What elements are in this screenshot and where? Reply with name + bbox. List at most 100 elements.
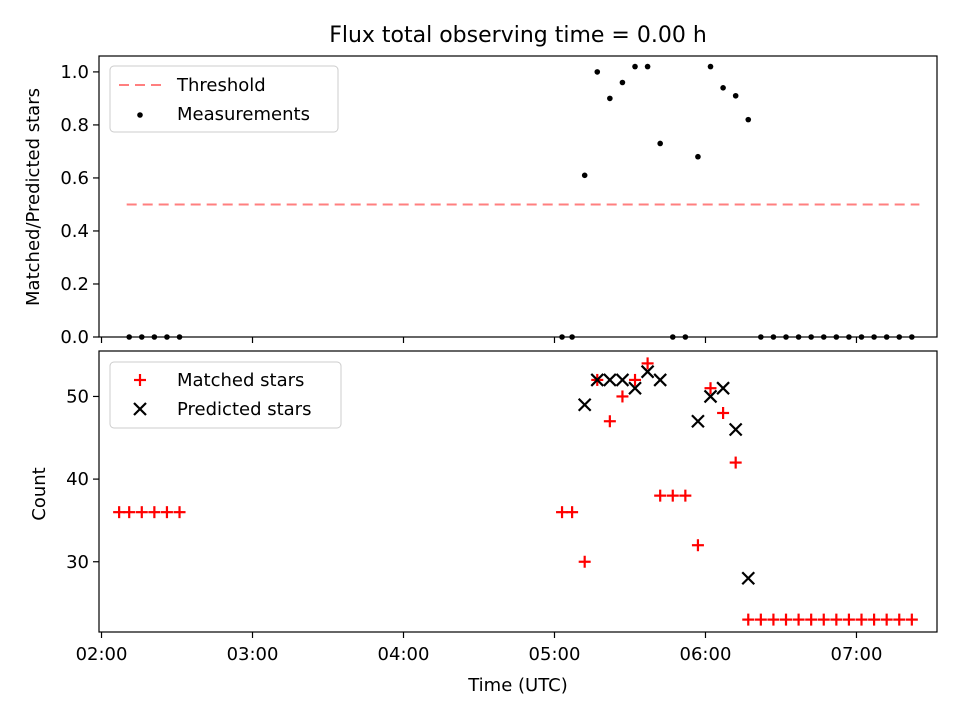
measurement-point <box>909 334 915 340</box>
matched-star-point <box>893 613 906 626</box>
top-legend: Threshold Measurements <box>109 65 339 133</box>
bottom-y-tick-label: 40 <box>66 469 89 490</box>
bottom-y-tick-label: 30 <box>66 552 89 573</box>
legend-matched-label: Matched stars <box>177 370 304 391</box>
matched-star-point <box>805 613 818 626</box>
top-y-axis-label: Matched/Predicted stars <box>23 88 44 306</box>
predicted-star-point <box>691 414 705 429</box>
measurement-point <box>770 334 777 340</box>
measurement-point <box>833 334 840 340</box>
x-tick-label: 05:00 <box>529 644 581 665</box>
top-y-tick-label: 1.0 <box>60 62 89 83</box>
matched-star-point <box>135 506 148 519</box>
top-y-tick-label: 0.2 <box>60 274 89 295</box>
matched-star-point <box>654 489 667 502</box>
predicted-star-point <box>716 381 730 395</box>
matched-star-point <box>566 506 579 519</box>
matched-star-point <box>767 613 780 626</box>
x-tick-label: 03:00 <box>227 644 279 665</box>
measurement-point <box>126 334 132 340</box>
measurement-point <box>758 334 764 340</box>
matched-star-point <box>603 415 616 428</box>
x-tick-label: 07:00 <box>831 644 883 665</box>
measurement-point <box>883 334 890 340</box>
matched-star-point <box>780 613 793 626</box>
measurement-point <box>858 334 865 340</box>
top-plot-frame <box>98 55 938 338</box>
predicted-star-point <box>628 381 642 395</box>
measurement-point <box>808 334 814 340</box>
matched-star-point <box>842 613 855 626</box>
measurement-point <box>569 334 575 340</box>
matched-star-point <box>556 506 569 519</box>
bottom-plot-frame <box>98 350 938 633</box>
top-y-tick-label: 0.8 <box>60 115 89 136</box>
measurement-point <box>720 85 726 91</box>
predicted-star-point <box>590 373 605 387</box>
measurement-points <box>126 63 915 340</box>
matched-star-point <box>754 613 767 626</box>
measurement-point <box>783 334 789 340</box>
matched-star-point <box>729 456 742 469</box>
legend-matched-swatch <box>134 374 146 386</box>
bottom-legend-box <box>109 361 342 429</box>
measurement-point <box>619 79 626 86</box>
measurement-point <box>745 116 752 123</box>
predicted-star-point <box>703 389 718 404</box>
bottom-panel: 30 40 50 02:00 03:00 04:00 05:00 06:00 07:00 Co… <box>29 350 938 696</box>
measurement-point <box>138 334 145 340</box>
measurement-point <box>732 92 739 99</box>
matched-star-point <box>704 382 717 395</box>
x-tick-label: 06:00 <box>680 644 732 665</box>
top-legend-box <box>109 65 339 133</box>
x-tick-label: 04:00 <box>378 644 430 665</box>
legend-predicted-swatch <box>133 402 147 416</box>
matched-star-point <box>868 613 881 626</box>
matched-star-point <box>148 506 161 519</box>
matched-star-point <box>160 506 173 519</box>
measurement-point <box>559 334 565 340</box>
matched-star-point <box>123 506 136 519</box>
predicted-star-point <box>741 571 756 586</box>
matched-star-point <box>792 613 805 626</box>
matched-star-point <box>830 613 843 626</box>
matched-star-point <box>880 613 893 626</box>
legend-measurements-label: Measurements <box>177 104 310 125</box>
measurement-point <box>644 63 651 70</box>
matched-star-point <box>679 489 692 502</box>
measurement-point <box>846 334 852 340</box>
top-y-ticks: 0.0 0.2 0.4 0.6 0.8 1.0 <box>60 62 99 348</box>
legend-matched-marker <box>134 374 146 386</box>
matched-star-point <box>616 390 629 403</box>
measurement-point <box>607 95 613 102</box>
x-axis-label: Time (UTC) <box>467 675 568 696</box>
matched-star-point <box>629 373 642 386</box>
chart-title: Flux total observing time = 0.00 h <box>329 23 707 48</box>
matched-star-point <box>717 406 730 419</box>
matched-star-point <box>578 555 591 568</box>
legend-predicted-label: Predicted stars <box>177 399 311 420</box>
bottom-y-ticks: 30 40 50 <box>66 386 99 573</box>
legend-predicted-marker <box>133 402 147 416</box>
matched-star-point <box>817 613 830 626</box>
top-panel: 0.0 0.2 0.4 0.6 0.8 1.0 Matched/Predicted sta… <box>23 55 938 348</box>
matched-star-point <box>742 613 755 626</box>
predicted-star-point <box>615 373 630 387</box>
bottom-y-axis-label: Count <box>29 467 50 520</box>
measurement-point <box>657 140 663 147</box>
top-x-ticks <box>100 337 858 343</box>
measurement-point <box>151 334 158 340</box>
measurement-point <box>695 153 701 160</box>
measurement-point <box>669 334 676 340</box>
x-tick-label: 02:00 <box>76 644 128 665</box>
measurement-point <box>594 69 601 75</box>
measurement-point <box>581 172 588 179</box>
measurement-point <box>871 334 877 340</box>
legend-measurements-swatch <box>137 112 143 118</box>
top-y-tick-label: 0.4 <box>60 221 89 242</box>
matched-star-point <box>113 506 126 519</box>
matched-star-point <box>691 539 704 552</box>
matched-star-point <box>905 613 918 626</box>
measurement-point <box>176 334 183 340</box>
